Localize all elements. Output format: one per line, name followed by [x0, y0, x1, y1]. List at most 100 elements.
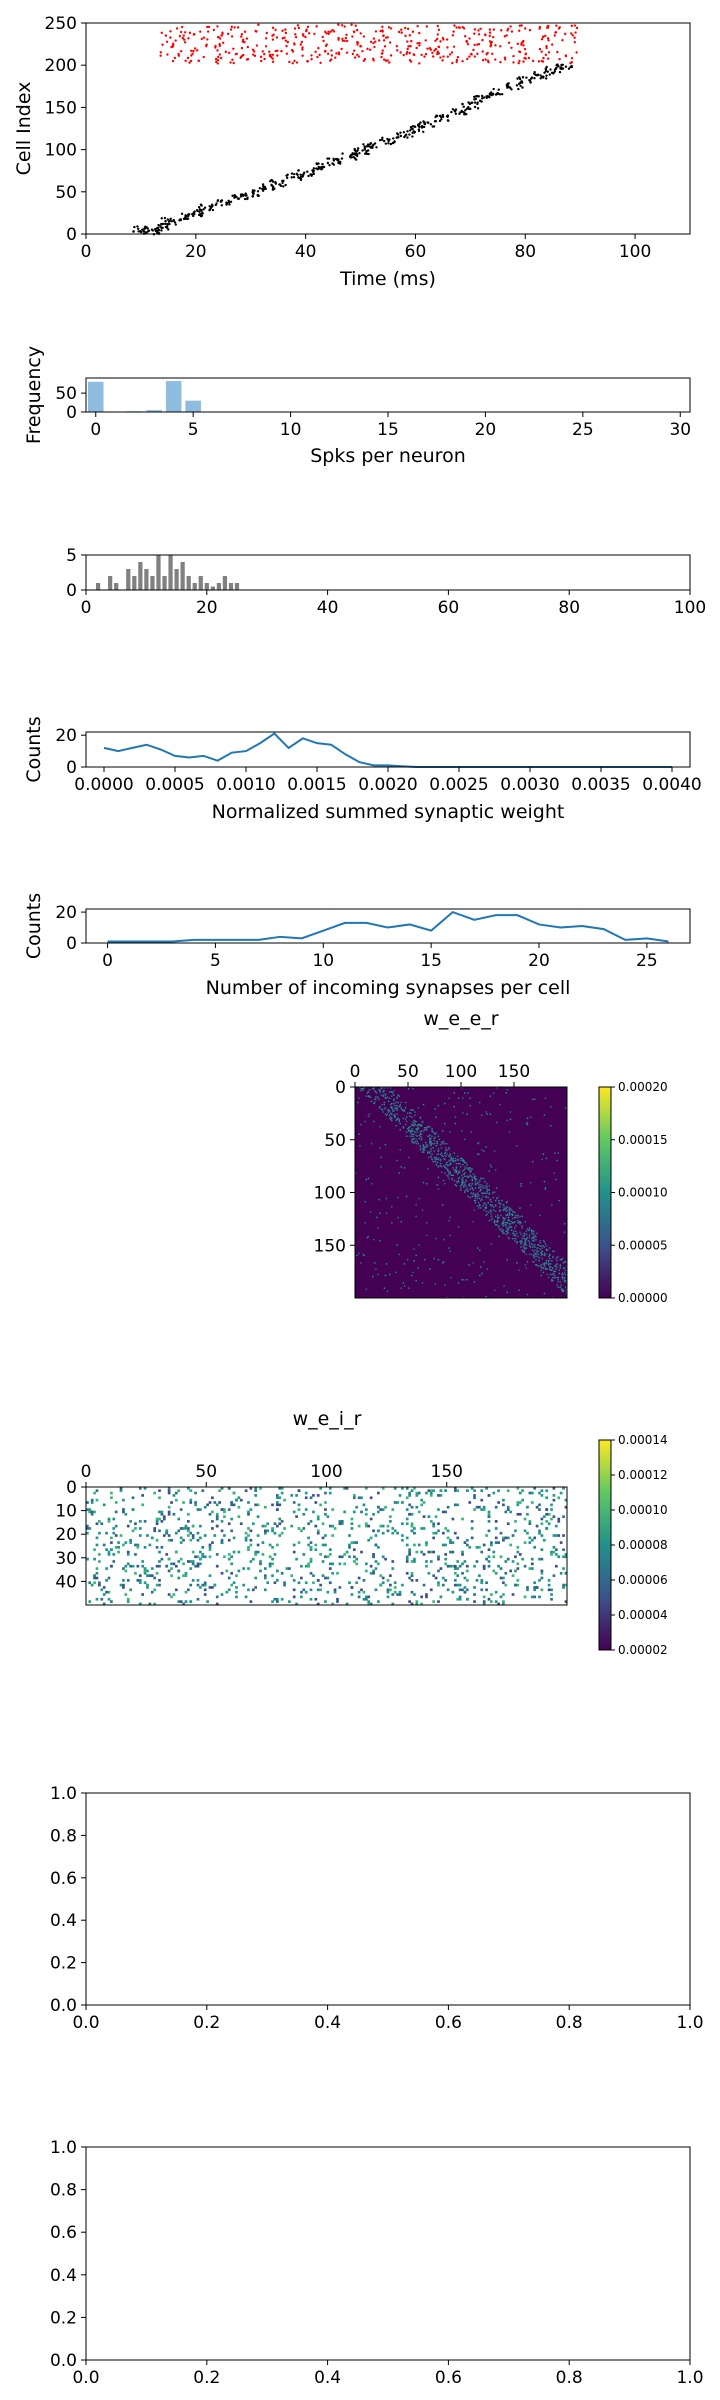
weer-heatmap-cell: [476, 1153, 479, 1155]
raster-spike: [372, 41, 375, 45]
weer-heatmap-cell: [516, 1145, 518, 1147]
weer-heatmap-cell: [537, 1250, 539, 1252]
raster-spike: [411, 135, 414, 138]
weer-heatmap-cell: [557, 1276, 559, 1279]
weer-heatmap-cell: [489, 1209, 492, 1211]
weir-heatmap-cell: [122, 1583, 125, 1587]
raster-spike: [543, 71, 546, 74]
raster-spike: [184, 59, 187, 63]
weir-heatmap-cell: [554, 1534, 558, 1537]
weer-heatmap-cell: [410, 1130, 412, 1132]
raster-spike: [552, 72, 555, 75]
raster-spike: [283, 36, 286, 39]
raster-spike: [553, 70, 557, 73]
weir-heatmap-cell: [93, 1491, 96, 1495]
weer-heatmap-cell: [481, 1198, 483, 1201]
raster-spike: [351, 35, 354, 38]
weer-heatmap-cell: [439, 1158, 442, 1161]
raster-spike: [202, 55, 205, 59]
weer-heatmap-cell: [486, 1183, 488, 1185]
weir-heatmap-cell: [215, 1553, 219, 1556]
weir-heatmap-cell: [326, 1590, 330, 1594]
raster-spike: [362, 35, 366, 38]
weir-heatmap-cell: [203, 1581, 207, 1585]
raster-spike: [389, 27, 393, 30]
weer-heatmap-cell: [556, 1260, 558, 1262]
raster-spike: [324, 30, 327, 34]
raster-spike: [272, 33, 275, 36]
raster-spike: [473, 105, 477, 109]
weir-heatmap-cell: [316, 1579, 320, 1582]
weir-heatmap-cell: [131, 1508, 135, 1511]
raster-spike: [197, 205, 201, 209]
weir-heatmap-cell: [528, 1567, 532, 1570]
weer-heatmap-cell: [525, 1253, 528, 1256]
weer-heatmap-cell: [447, 1175, 449, 1178]
weer-heatmap-cell: [469, 1171, 471, 1173]
weer-heatmap-cell: [429, 1140, 431, 1143]
raster-spike: [435, 52, 439, 56]
weight-line-xtick-label: 0.0005: [145, 775, 204, 795]
weir-heatmap-cell: [206, 1503, 209, 1507]
weer-heatmap-cell: [518, 1289, 520, 1292]
raster-ytick-label: 200: [45, 56, 77, 76]
raster-spike: [161, 226, 164, 230]
weir-heatmap-cell: [487, 1529, 491, 1533]
weer-heatmap-cell: [445, 1149, 447, 1151]
weer-heatmap-cell: [494, 1199, 497, 1202]
raster-spike: [368, 143, 372, 146]
weir-heatmap-cell: [494, 1571, 498, 1575]
weer-heatmap-cell: [534, 1255, 536, 1258]
weer-heatmap-cell: [399, 1103, 401, 1106]
weer-heatmap-cell: [448, 1171, 450, 1173]
weer-heatmap-cell: [415, 1134, 417, 1136]
weer-heatmap-cell: [540, 1252, 542, 1255]
raster-spike: [464, 109, 467, 112]
weir-heatmap-cell: [422, 1553, 426, 1556]
weir-heatmap-cell: [357, 1590, 361, 1594]
weir-heatmap-cell: [398, 1590, 402, 1594]
weer-heatmap-cell: [535, 1258, 537, 1261]
weer-heatmap-cell: [386, 1087, 389, 1089]
weer-heatmap-cell: [506, 1231, 509, 1233]
weer-heatmap-cell: [552, 1280, 554, 1282]
weer-heatmap-cell: [375, 1091, 377, 1093]
weer-heatmap-cell: [539, 1239, 541, 1242]
raster-spike: [382, 34, 385, 37]
weer-heatmap-cell: [509, 1111, 512, 1113]
weir-heatmap-cell: [211, 1527, 214, 1530]
weir-heatmap-cell: [427, 1550, 431, 1554]
weer-heatmap-cell: [457, 1097, 460, 1100]
weir-heatmap-cell: [494, 1590, 498, 1594]
weer-heatmap-cell: [429, 1139, 431, 1142]
raster-spike: [187, 37, 190, 40]
weir-heatmap-cell: [463, 1541, 467, 1544]
weer-heatmap-cell: [486, 1188, 488, 1190]
weer-heatmap-cell: [515, 1216, 517, 1219]
weir-heatmap-cell: [280, 1531, 284, 1535]
weer-heatmap-cell: [519, 1241, 521, 1243]
weer-heatmap-cell: [412, 1141, 414, 1144]
weir-heatmap-cell: [357, 1576, 361, 1580]
weer-heatmap-cell: [426, 1146, 428, 1148]
weer-heatmap-cell: [385, 1114, 388, 1116]
weer-heatmap-cell: [495, 1220, 498, 1223]
weir-heatmap-cell: [350, 1586, 354, 1589]
weir-heatmap-cell: [199, 1557, 202, 1561]
weir-heatmap-cell: [203, 1588, 207, 1592]
weer-heatmap-cell: [423, 1129, 426, 1131]
grey-hist-bar: [210, 586, 215, 590]
weer-heatmap-cell: [505, 1224, 507, 1226]
weer-heatmap-cell: [413, 1133, 415, 1135]
weer-heatmap-cell: [392, 1108, 394, 1110]
weir-heatmap-cell: [348, 1581, 351, 1585]
weer-heatmap-cell: [499, 1209, 501, 1211]
weer-heatmap-cell: [386, 1290, 389, 1293]
weer-heatmap-cell: [431, 1130, 433, 1132]
weer-heatmap-cell: [544, 1267, 547, 1269]
weir-heatmap-cell: [343, 1553, 347, 1556]
weir-heatmap-cell: [538, 1531, 541, 1535]
raster-spike: [455, 60, 458, 64]
weer-heatmap-cell: [378, 1089, 380, 1091]
weer-heatmap-cell: [448, 1247, 450, 1249]
